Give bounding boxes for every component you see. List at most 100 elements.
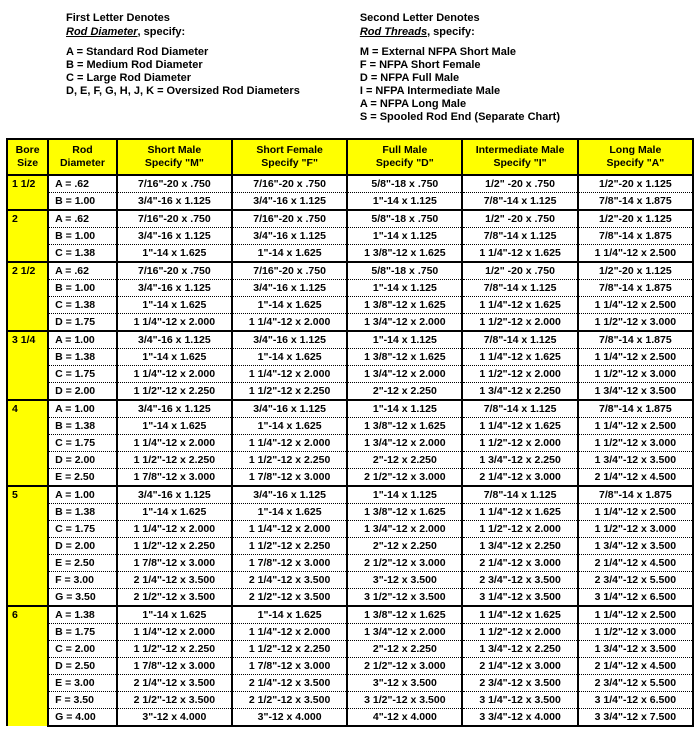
spec-value: 1 1/2"-12 x 2.000 xyxy=(462,314,577,332)
spec-value: 1"-14 x 1.625 xyxy=(232,245,347,263)
spec-value: 1 3/4"-12 x 2.000 xyxy=(347,435,462,452)
bore-size: 4 xyxy=(7,400,48,486)
spec-value: 1"-14 x 1.625 xyxy=(232,349,347,366)
spec-value: 1 1/2"-12 x 2.250 xyxy=(232,383,347,401)
spec-value: 7/8"-14 x 1.125 xyxy=(462,331,577,349)
legend-left-items: A = Standard Rod DiameterB = Medium Rod … xyxy=(66,46,300,97)
rod-diameter: D = 2.00 xyxy=(48,383,117,401)
spec-value: 1"-14 x 1.125 xyxy=(347,228,462,245)
legend-left-sub: Rod Diameter, specify: xyxy=(66,26,300,38)
table-row: B = 1.751 1/4"-12 x 2.0001 1/4"-12 x 2.0… xyxy=(7,624,693,641)
spec-value: 1 1/4"-12 x 2.000 xyxy=(117,435,232,452)
table-row: 6A = 1.381"-14 x 1.6251"-14 x 1.6251 3/8… xyxy=(7,606,693,624)
spec-value: 5/8"-18 x .750 xyxy=(347,262,462,280)
header-row: BoreSizeRodDiameterShort MaleSpecify "M"… xyxy=(7,139,693,175)
table-row: 5A = 1.003/4"-16 x 1.1253/4"-16 x 1.1251… xyxy=(7,486,693,504)
spec-value: 1 1/4"-12 x 2.000 xyxy=(232,435,347,452)
spec-value: 7/16"-20 x .750 xyxy=(117,175,232,193)
spec-value: 1 1/2"-12 x 2.250 xyxy=(232,641,347,658)
rod-diameter: E = 2.50 xyxy=(48,469,117,487)
table-row: G = 3.502 1/2"-12 x 3.5002 1/2"-12 x 3.5… xyxy=(7,589,693,607)
spec-value: 1 3/4"-12 x 2.250 xyxy=(462,452,577,469)
spec-value: 2 1/2"-12 x 3.500 xyxy=(117,692,232,709)
rod-diameter: D = 2.50 xyxy=(48,658,117,675)
spec-value: 1 1/2"-12 x 3.000 xyxy=(578,435,693,452)
spec-value: 3/4"-16 x 1.125 xyxy=(117,331,232,349)
table-row: 2A = .627/16"-20 x .7507/16"-20 x .7505/… xyxy=(7,210,693,228)
spec-value: 1 3/4"-12 x 3.500 xyxy=(578,538,693,555)
spec-value: 1 1/4"-12 x 2.000 xyxy=(117,624,232,641)
legend-item: D, E, F, G, H, J, K = Oversized Rod Diam… xyxy=(66,85,300,97)
spec-value: 1 1/2"-12 x 2.250 xyxy=(117,641,232,658)
spec-value: 1 1/4"-12 x 2.000 xyxy=(232,314,347,332)
spec-value: 1"-14 x 1.125 xyxy=(347,193,462,211)
spec-value: 3/4"-16 x 1.125 xyxy=(232,228,347,245)
spec-value: 1 3/4"-12 x 2.000 xyxy=(347,366,462,383)
spec-value: 1 1/4"-12 x 2.000 xyxy=(232,624,347,641)
rod-diameter: B = 1.38 xyxy=(48,504,117,521)
table-row: 2 1/2A = .627/16"-20 x .7507/16"-20 x .7… xyxy=(7,262,693,280)
spec-value: 7/16"-20 x .750 xyxy=(117,210,232,228)
rod-diameter: B = 1.00 xyxy=(48,280,117,297)
column-header: Short FemaleSpecify "F" xyxy=(232,139,347,175)
column-header: Long MaleSpecify "A" xyxy=(578,139,693,175)
spec-value: 1"-14 x 1.625 xyxy=(117,297,232,314)
column-header: BoreSize xyxy=(7,139,48,175)
spec-value: 3 1/2"-12 x 3.500 xyxy=(347,589,462,607)
spec-value: 1 7/8"-12 x 3.000 xyxy=(117,658,232,675)
spec-value: 1 1/4"-12 x 2.500 xyxy=(578,349,693,366)
table-row: F = 3.002 1/4"-12 x 3.5002 1/4"-12 x 3.5… xyxy=(7,572,693,589)
spec-value: 1 3/4"-12 x 2.250 xyxy=(462,641,577,658)
legend-left: First Letter Denotes Rod Diameter, speci… xyxy=(66,12,300,124)
spec-value: 1"-14 x 1.625 xyxy=(117,245,232,263)
column-header: Intermediate MaleSpecify "I" xyxy=(462,139,577,175)
table-row: C = 1.381"-14 x 1.6251"-14 x 1.6251 3/8"… xyxy=(7,245,693,263)
table-row: 1 1/2A = .627/16"-20 x .7507/16"-20 x .7… xyxy=(7,175,693,193)
spec-value: 2"-12 x 2.250 xyxy=(347,538,462,555)
bore-size: 5 xyxy=(7,486,48,606)
table-row: D = 2.501 7/8"-12 x 3.0001 7/8"-12 x 3.0… xyxy=(7,658,693,675)
rod-diameter: E = 2.50 xyxy=(48,555,117,572)
spec-value: 2 1/2"-12 x 3.500 xyxy=(232,692,347,709)
spec-value: 3"-12 x 4.000 xyxy=(117,709,232,727)
spec-value: 3 3/4"-12 x 4.000 xyxy=(462,709,577,727)
spec-value: 3/4"-16 x 1.125 xyxy=(232,331,347,349)
spec-value: 7/16"-20 x .750 xyxy=(232,262,347,280)
legend-item: C = Large Rod Diameter xyxy=(66,72,300,84)
table-row: B = 1.381"-14 x 1.6251"-14 x 1.6251 3/8"… xyxy=(7,418,693,435)
legend-item: B = Medium Rod Diameter xyxy=(66,59,300,71)
table-row: C = 1.381"-14 x 1.6251"-14 x 1.6251 3/8"… xyxy=(7,297,693,314)
spec-value: 1 3/4"-12 x 2.000 xyxy=(347,314,462,332)
spec-value: 1 1/4"-12 x 1.625 xyxy=(462,297,577,314)
spec-value: 2 1/2"-12 x 3.000 xyxy=(347,469,462,487)
spec-value: 1"-14 x 1.125 xyxy=(347,400,462,418)
spec-value: 7/8"-14 x 1.125 xyxy=(462,280,577,297)
rod-diameter: G = 4.00 xyxy=(48,709,117,727)
spec-value: 1 1/4"-12 x 1.625 xyxy=(462,418,577,435)
rod-diameter: C = 1.75 xyxy=(48,521,117,538)
spec-value: 1/2"-20 x 1.125 xyxy=(578,210,693,228)
spec-value: 1 3/4"-12 x 2.250 xyxy=(462,383,577,401)
spec-value: 1 1/2"-12 x 2.250 xyxy=(117,452,232,469)
rod-diameter: A = 1.00 xyxy=(48,400,117,418)
spec-value: 2 1/4"-12 x 3.500 xyxy=(117,675,232,692)
rod-diameter: E = 3.00 xyxy=(48,675,117,692)
spec-value: 1"-14 x 1.625 xyxy=(117,349,232,366)
spec-value: 3/4"-16 x 1.125 xyxy=(232,400,347,418)
spec-value: 3/4"-16 x 1.125 xyxy=(117,280,232,297)
table-row: G = 4.003"-12 x 4.0003"-12 x 4.0004"-12 … xyxy=(7,709,693,727)
spec-value: 1 1/2"-12 x 2.000 xyxy=(462,624,577,641)
legend-item: D = NFPA Full Male xyxy=(360,72,560,84)
spec-value: 1"-14 x 1.125 xyxy=(347,331,462,349)
rod-diameter: B = 1.00 xyxy=(48,228,117,245)
spec-value: 1"-14 x 1.625 xyxy=(117,418,232,435)
spec-value: 1 1/4"-12 x 1.625 xyxy=(462,606,577,624)
legend-item: A = NFPA Long Male xyxy=(360,98,560,110)
table-row: B = 1.381"-14 x 1.6251"-14 x 1.6251 3/8"… xyxy=(7,504,693,521)
spec-value: 3 1/4"-12 x 3.500 xyxy=(462,589,577,607)
table-row: D = 2.001 1/2"-12 x 2.2501 1/2"-12 x 2.2… xyxy=(7,538,693,555)
spec-value: 1 3/8"-12 x 1.625 xyxy=(347,504,462,521)
spec-value: 1 1/2"-12 x 3.000 xyxy=(578,314,693,332)
bore-size: 1 1/2 xyxy=(7,175,48,210)
spec-value: 1 1/2"-12 x 2.250 xyxy=(117,383,232,401)
